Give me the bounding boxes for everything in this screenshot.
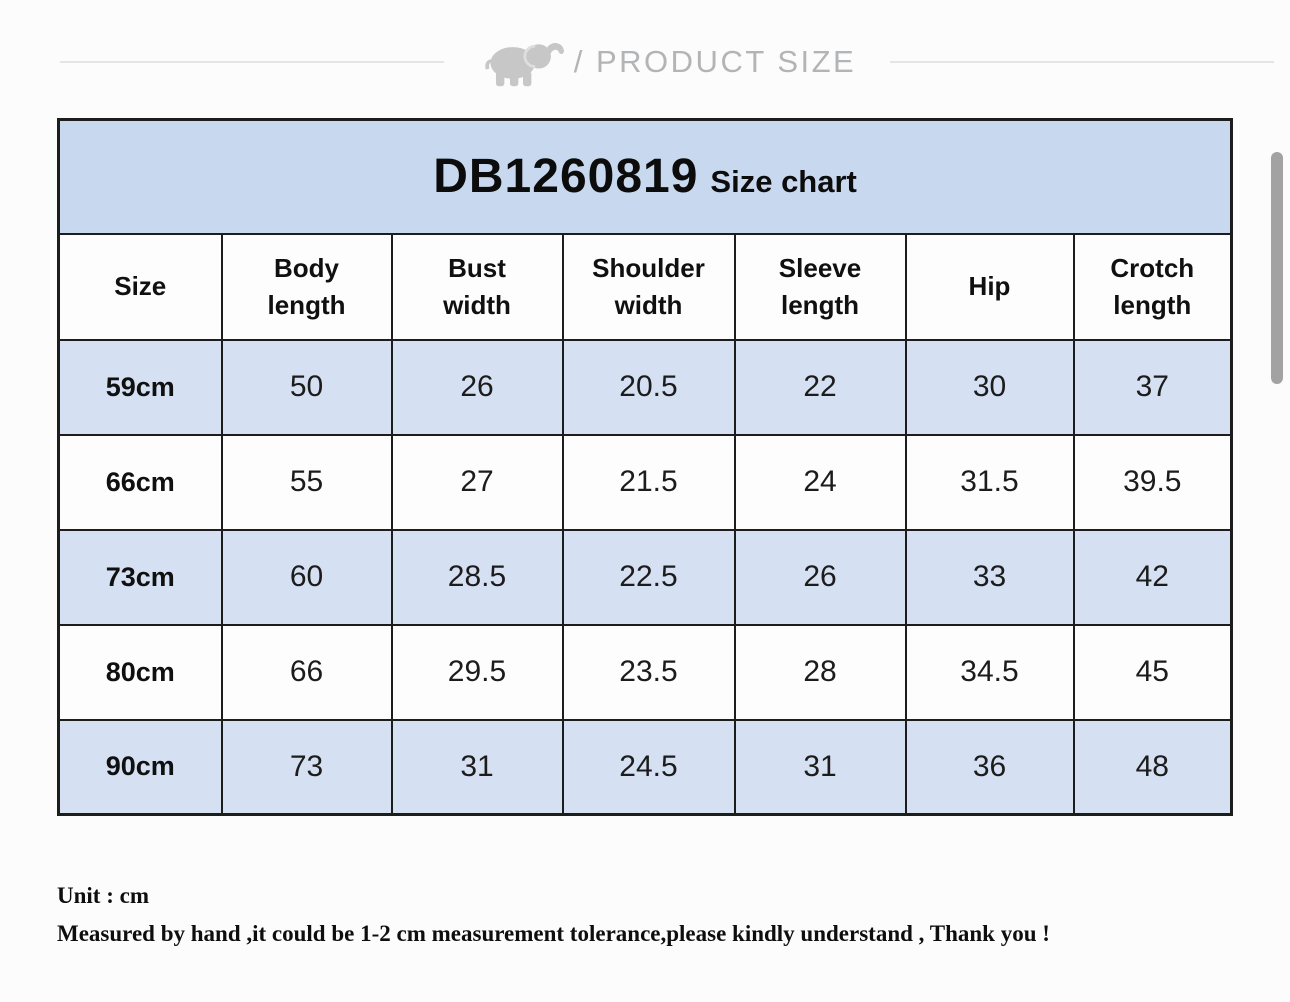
value-cell: 28.5 — [390, 528, 564, 626]
value-cell: 26 — [390, 338, 564, 436]
column-header-sleeve-length: Sleeve length — [733, 232, 907, 341]
column-header-body-length: Body length — [220, 232, 393, 341]
product-size-section-header: / PRODUCT SIZE — [0, 34, 1290, 90]
table-row: 73cm 60 28.5 22.5 26 33 42 — [57, 528, 1233, 626]
scrollbar-thumb[interactable] — [1271, 152, 1283, 384]
size-chart-table: DB1260819 Size chart Size Body length Bus… — [57, 118, 1234, 816]
value-cell: 48 — [1072, 718, 1233, 816]
value-cell: 26 — [733, 528, 907, 626]
table-header-row: Size Body length Bust width Shoulder wid… — [57, 232, 1233, 341]
value-cell: 31 — [733, 718, 907, 816]
value-cell: 20.5 — [561, 338, 736, 436]
size-chart-label: Size chart — [710, 164, 857, 200]
value-cell: 39.5 — [1072, 433, 1233, 531]
column-header-shoulder-width: Shoulder width — [561, 232, 736, 341]
value-cell: 22.5 — [561, 528, 736, 626]
value-cell: 37 — [1072, 338, 1233, 436]
table-row: 80cm 66 29.5 23.5 28 34.5 45 — [57, 623, 1233, 721]
column-header-crotch-length: Crotch length — [1072, 232, 1233, 341]
table-title-row: DB1260819 Size chart — [57, 118, 1233, 235]
value-cell: 22 — [733, 338, 907, 436]
elephant-icon — [482, 36, 564, 88]
size-table-body: 59cm 50 26 20.5 22 30 37 66cm 55 27 21.5… — [57, 338, 1233, 816]
size-cell: 59cm — [57, 338, 223, 436]
value-cell: 31 — [390, 718, 564, 816]
size-cell: 66cm — [57, 433, 223, 531]
product-code: DB1260819 — [433, 150, 699, 204]
value-cell: 34.5 — [904, 623, 1075, 721]
value-cell: 42 — [1072, 528, 1233, 626]
value-cell: 30 — [904, 338, 1075, 436]
column-header-size: Size — [57, 232, 223, 341]
value-cell: 29.5 — [390, 623, 564, 721]
tolerance-note: Measured by hand ,it could be 1-2 cm mea… — [57, 921, 1050, 947]
table-title-cell: DB1260819 Size chart — [57, 118, 1233, 235]
table-row: 90cm 73 31 24.5 31 36 48 — [57, 718, 1233, 816]
size-cell: 80cm — [57, 623, 223, 721]
column-header-bust-width: Bust width — [390, 232, 564, 341]
measurement-notes: Unit : cm Measured by hand ,it could be … — [57, 880, 1050, 956]
column-header-hip: Hip — [904, 232, 1075, 341]
value-cell: 50 — [220, 338, 393, 436]
table-row: 66cm 55 27 21.5 24 31.5 39.5 — [57, 433, 1233, 531]
value-cell: 28 — [733, 623, 907, 721]
value-cell: 60 — [220, 528, 393, 626]
value-cell: 31.5 — [904, 433, 1075, 531]
value-cell: 21.5 — [561, 433, 736, 531]
size-cell: 73cm — [57, 528, 223, 626]
divider-line-right — [890, 61, 1274, 63]
table-row: 59cm 50 26 20.5 22 30 37 — [57, 338, 1233, 436]
value-cell: 45 — [1072, 623, 1233, 721]
value-cell: 36 — [904, 718, 1075, 816]
value-cell: 24 — [733, 433, 907, 531]
section-title: / PRODUCT SIZE — [573, 44, 857, 79]
value-cell: 27 — [390, 433, 564, 531]
unit-note: Unit : cm — [57, 883, 149, 908]
value-cell: 24.5 — [561, 718, 736, 816]
value-cell: 66 — [220, 623, 393, 721]
value-cell: 33 — [904, 528, 1075, 626]
value-cell: 23.5 — [561, 623, 736, 721]
size-cell: 90cm — [57, 718, 223, 816]
value-cell: 55 — [220, 433, 393, 531]
value-cell: 73 — [220, 718, 393, 816]
divider-line-left — [60, 61, 444, 63]
